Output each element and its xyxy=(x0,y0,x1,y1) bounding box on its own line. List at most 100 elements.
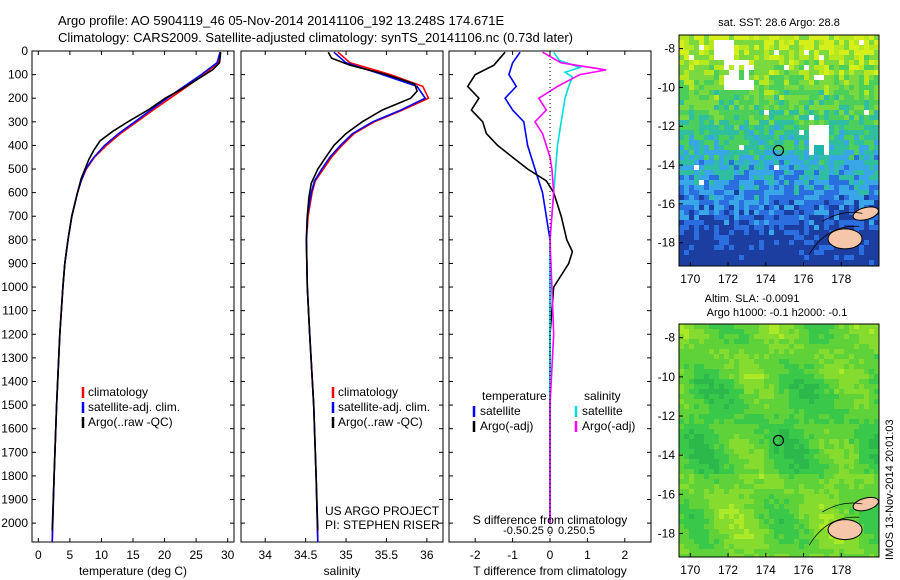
map-cell xyxy=(769,80,774,85)
map-cell xyxy=(779,140,784,145)
map-cell xyxy=(824,324,829,329)
map-cell xyxy=(794,374,799,379)
map-cell xyxy=(679,250,684,255)
map-cell xyxy=(814,65,819,70)
map-cell xyxy=(719,469,724,474)
map-cell xyxy=(864,434,869,439)
map-cell xyxy=(759,524,764,529)
map-cell xyxy=(694,459,699,464)
map-cell xyxy=(684,250,689,255)
map-cell xyxy=(814,504,819,509)
map-cell xyxy=(804,155,809,160)
map-cell xyxy=(844,260,849,265)
map-cell xyxy=(864,80,869,85)
map-cell xyxy=(839,125,844,130)
map-cell xyxy=(854,479,859,484)
map-cell xyxy=(704,549,709,554)
map-cell xyxy=(709,260,714,265)
map-cell xyxy=(849,130,854,135)
map-cell xyxy=(799,489,804,494)
map-cell xyxy=(794,80,799,85)
map-cell xyxy=(749,379,754,384)
map-cell xyxy=(874,170,879,175)
map-cell xyxy=(679,549,684,554)
map-cell xyxy=(784,55,789,60)
s-axis-label: S difference from climatology xyxy=(473,513,628,527)
map-cell xyxy=(834,180,839,185)
map-cell xyxy=(744,394,749,399)
map-cell xyxy=(694,529,699,534)
map-cell xyxy=(789,409,794,414)
map-cell xyxy=(834,369,839,374)
map-cell xyxy=(779,499,784,504)
map-cell xyxy=(709,529,714,534)
map-cell xyxy=(774,389,779,394)
map-cell xyxy=(694,524,699,529)
map-cell xyxy=(689,80,694,85)
map-cell xyxy=(699,45,704,50)
map-cell xyxy=(724,95,729,100)
map-cell xyxy=(794,245,799,250)
map-cell xyxy=(769,55,774,60)
map-cell xyxy=(679,155,684,160)
map-cell xyxy=(874,230,879,235)
map-cell xyxy=(779,95,784,100)
map-cell xyxy=(864,414,869,419)
map-cell xyxy=(784,175,789,180)
map-cell xyxy=(809,220,814,225)
map-cell xyxy=(694,235,699,240)
map-cell xyxy=(809,215,814,220)
map-cell xyxy=(814,140,819,145)
map-cell xyxy=(859,409,864,414)
map-cell xyxy=(719,175,724,180)
map-cell xyxy=(684,544,689,549)
map-cell xyxy=(699,419,704,424)
map-cell xyxy=(739,200,744,205)
map-cell xyxy=(799,534,804,539)
map-cell xyxy=(679,504,684,509)
map-cell xyxy=(724,474,729,479)
map-cell xyxy=(804,240,809,245)
map-cell xyxy=(684,200,689,205)
map-cell xyxy=(774,514,779,519)
map-cell xyxy=(814,554,819,557)
map-cell xyxy=(754,524,759,529)
map-cell xyxy=(824,379,829,384)
map-cell xyxy=(854,135,859,140)
map-cell xyxy=(734,349,739,354)
map-cell xyxy=(714,519,719,524)
map-cell xyxy=(714,329,719,334)
map-cell xyxy=(694,484,699,489)
map-cell xyxy=(709,474,714,479)
map-cell xyxy=(819,519,824,524)
map-cell xyxy=(844,225,849,230)
map-cell xyxy=(859,160,864,165)
map-cell xyxy=(804,349,809,354)
map-cell xyxy=(789,250,794,255)
map-cell xyxy=(794,235,799,240)
map-cell xyxy=(719,205,724,210)
map-cell xyxy=(719,155,724,160)
map-cell xyxy=(859,220,864,225)
map-cell xyxy=(859,150,864,155)
map-cell xyxy=(809,329,814,334)
map-cell xyxy=(709,145,714,150)
map-cell xyxy=(699,210,704,215)
map-cell xyxy=(804,225,809,230)
map-cell xyxy=(689,195,694,200)
map-cell xyxy=(769,494,774,499)
map-cell xyxy=(789,359,794,364)
map-cell xyxy=(834,424,839,429)
map-cell xyxy=(789,160,794,165)
map-cell xyxy=(734,399,739,404)
map-cell xyxy=(844,120,849,125)
map-cell xyxy=(849,379,854,384)
map-cell xyxy=(734,499,739,504)
map-cell xyxy=(844,464,849,469)
map-cell xyxy=(799,220,804,225)
map-cell xyxy=(799,364,804,369)
map-cell xyxy=(784,130,789,135)
map-cell xyxy=(744,499,749,504)
map-cell xyxy=(769,519,774,524)
map-cell xyxy=(774,160,779,165)
